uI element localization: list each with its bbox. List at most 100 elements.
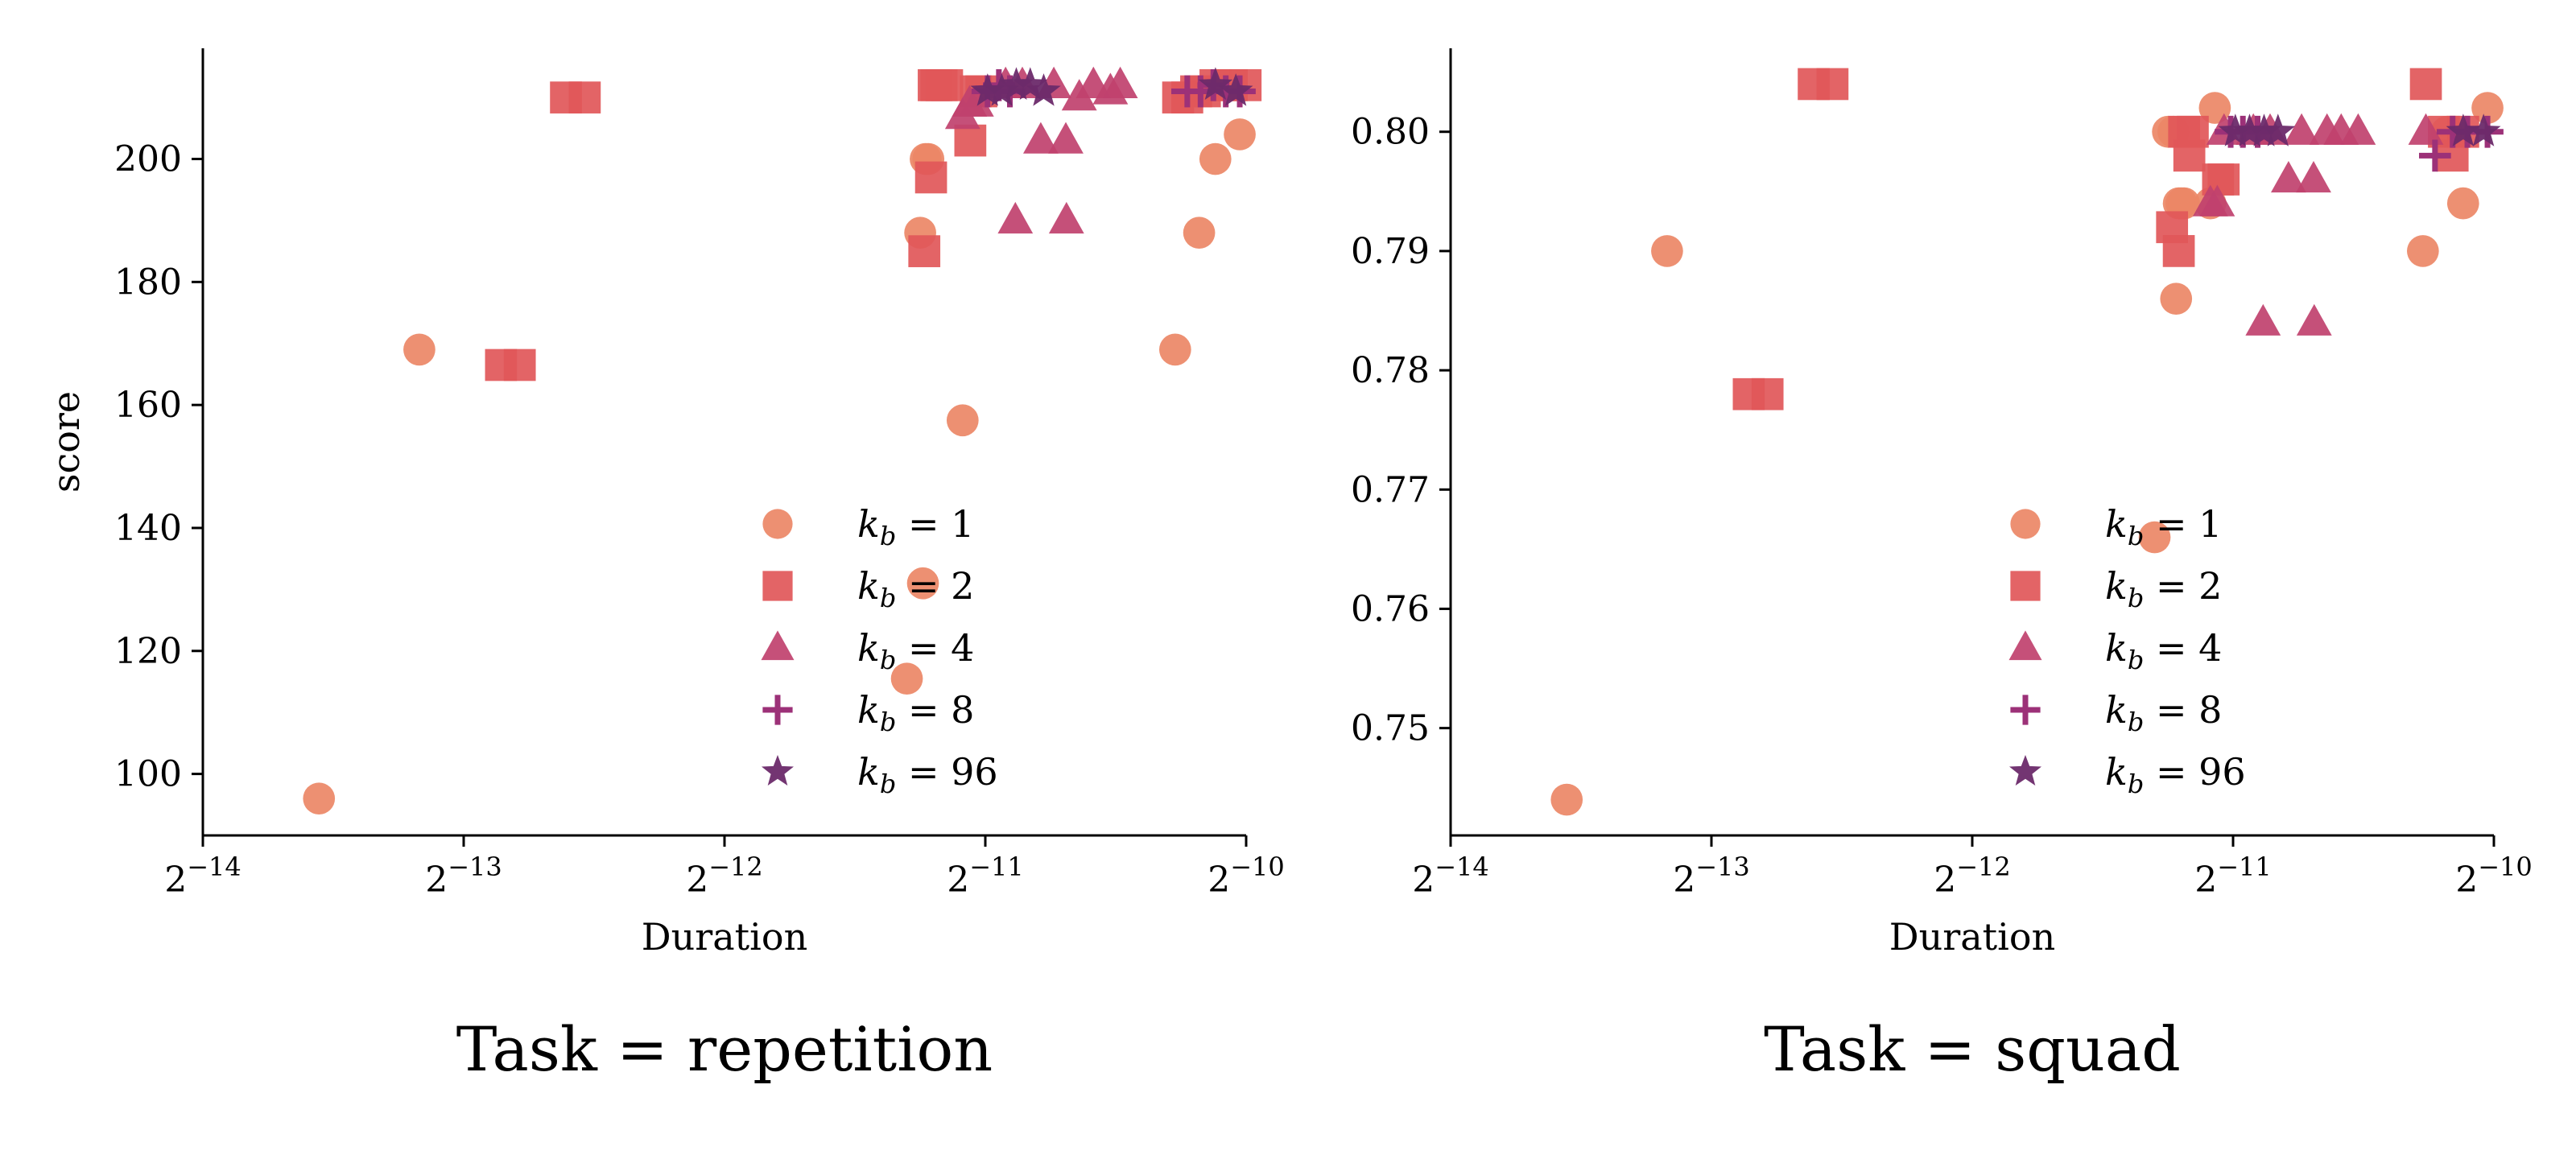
x-tick-label: 2−14 [164, 852, 242, 901]
legend-label: kb = 2 [2105, 564, 2222, 613]
y-tick-label: 0.78 [1351, 350, 1430, 391]
data-point [2446, 187, 2479, 220]
legend-label: kb = 8 [857, 688, 974, 737]
panel-title: Task = squad [1764, 1013, 2181, 1085]
data-point [2247, 113, 2281, 146]
legend-marker [2010, 509, 2041, 539]
data-point [946, 404, 979, 437]
y-tick-label: 140 [114, 508, 182, 549]
y-tick-label: 200 [114, 139, 182, 180]
x-axis-label: Duration [642, 915, 807, 959]
data-point [1199, 142, 1232, 175]
data-point [2138, 521, 2171, 554]
legend-marker [762, 509, 793, 539]
x-axis-label: Duration [1889, 915, 2055, 959]
legend-marker [762, 755, 794, 786]
data-point [1026, 73, 1061, 106]
legend-marker [2010, 571, 2041, 601]
y-tick-label: 100 [114, 754, 182, 795]
data-point [1048, 201, 1084, 234]
data-point [906, 567, 939, 600]
data-point [1183, 217, 1216, 250]
x-tick-label: 2−14 [1412, 852, 1489, 901]
series-triangle [944, 66, 1138, 234]
y-tick-label: 0.80 [1351, 112, 1430, 153]
y-tick-label: 180 [114, 262, 182, 303]
series-star [970, 67, 1253, 106]
data-point [2199, 184, 2235, 217]
legend-label: kb = 96 [857, 750, 998, 799]
y-tick-label: 120 [114, 631, 182, 672]
series-square [1732, 68, 2479, 410]
data-point [1198, 67, 1233, 100]
data-point [1751, 377, 1784, 410]
data-point [914, 161, 947, 194]
legend-label: kb = 1 [857, 502, 974, 551]
data-point [1023, 122, 1059, 154]
x-tick-label: 2−13 [425, 852, 502, 901]
data-point [1218, 73, 1253, 106]
data-point [908, 235, 941, 267]
y-tick-label: 0.75 [1351, 708, 1430, 749]
x-tick-label: 2−12 [1934, 852, 2011, 901]
y-tick-label: 160 [114, 385, 182, 426]
data-point [958, 85, 994, 117]
data-point [1816, 68, 1849, 101]
data-point [999, 67, 1034, 100]
data-point [1550, 783, 1583, 816]
legend-label: kb = 96 [2105, 750, 2246, 799]
data-point [2160, 283, 2193, 315]
series-square [485, 69, 1262, 381]
data-point [1013, 67, 1048, 100]
x-tick-label: 2−12 [686, 852, 763, 901]
y-tick-label: 0.76 [1351, 588, 1430, 629]
data-point [2260, 113, 2296, 146]
data-point [303, 782, 336, 815]
data-point [2296, 303, 2332, 336]
data-point [568, 81, 601, 113]
data-point [970, 73, 1005, 106]
legend-marker [2009, 755, 2041, 786]
data-point [890, 662, 923, 695]
data-point [2471, 92, 2504, 124]
panel-squad: 2−14 2−13 2−12 2−11 2−10 0.75 0.76 0.77 0.78 0.79… [1351, 48, 2533, 1085]
legend-marker [762, 695, 793, 725]
panel-repetition: 2−14 2−13 2−12 2−11 2−10 100 120 140 160 180 200 Du… [44, 48, 1285, 1085]
y-tick-label: 0.77 [1351, 469, 1430, 510]
legend-label: kb = 4 [2105, 626, 2222, 675]
x-tick-label: 2−11 [947, 852, 1024, 901]
data-point [954, 124, 987, 157]
data-point [403, 333, 436, 366]
data-point [2419, 139, 2451, 172]
legend-label: kb = 1 [2105, 502, 2222, 551]
data-point [2409, 68, 2442, 101]
x-tick-label: 2−10 [2455, 852, 2533, 901]
x-tick-label: 2−13 [1673, 852, 1750, 901]
legend-marker [2010, 695, 2041, 725]
data-point [2466, 113, 2501, 146]
data-point [2446, 113, 2481, 146]
data-point [2340, 113, 2376, 145]
legend-marker [2008, 630, 2042, 661]
legend-label: kb = 2 [857, 564, 974, 613]
data-point [931, 69, 964, 101]
data-point [985, 73, 1019, 106]
legend-marker [762, 571, 793, 601]
data-point [2218, 113, 2253, 146]
data-point [1102, 66, 1138, 98]
data-point [997, 201, 1034, 234]
data-point [2271, 161, 2306, 193]
legend-label: kb = 4 [857, 626, 974, 675]
legend: kb = 1 kb = 2 kb = 4 kb = 8 kb = 96 [2008, 502, 2246, 799]
data-point [1158, 333, 1191, 366]
series-star [2218, 113, 2501, 146]
data-point [2408, 113, 2444, 145]
data-point [2406, 235, 2439, 267]
legend-label: kb = 8 [2105, 688, 2222, 737]
data-point [2232, 113, 2267, 146]
data-point [1224, 118, 1256, 151]
legend-marker [761, 630, 795, 661]
x-tick-label: 2−10 [1208, 852, 1285, 901]
